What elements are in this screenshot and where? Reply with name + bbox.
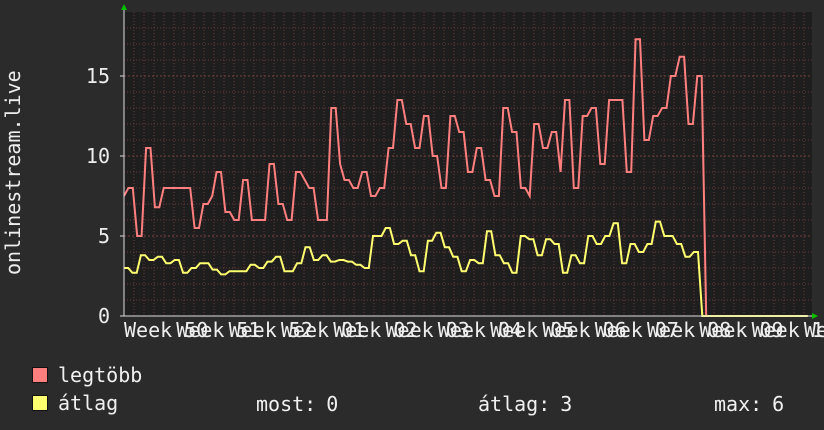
x-tick-label: Week 02: [333, 318, 417, 342]
x-tick-label: Week 50: [124, 318, 208, 342]
x-tick-label: Week 04: [438, 318, 522, 342]
x-tick-label: Week 01: [281, 318, 365, 342]
legend-label-avg: átlag: [58, 391, 119, 415]
legend-item-avg: átlag: [32, 391, 119, 415]
stat-now-label: most:: [256, 392, 317, 416]
series-line-avg: [124, 220, 808, 317]
y-tick-label: 10: [86, 144, 110, 168]
y-tick-label: 5: [98, 224, 110, 248]
legend-swatch-max: [32, 367, 48, 383]
stat-avg: átlag: 3: [478, 392, 573, 416]
stat-max-label: max:: [714, 392, 763, 416]
stat-avg-label: átlag:: [478, 392, 551, 416]
x-tick-label: Week 10: [752, 318, 824, 342]
x-tick-label: Week 06: [542, 318, 626, 342]
y-tick-label: 15: [86, 64, 110, 88]
stat-now: most: 0: [256, 392, 339, 416]
stat-now-value: 0: [326, 392, 339, 416]
y-tick-label: 0: [98, 304, 110, 328]
legend-swatch-avg: [32, 395, 48, 411]
axes: [121, 4, 818, 319]
y-axis-ticks: 0 5 10 15: [86, 64, 124, 328]
x-axis-arrow-icon: [812, 313, 818, 319]
x-tick-label: Week 05: [490, 318, 574, 342]
stat-max: max: 6: [714, 392, 785, 416]
y-axis-arrow-icon: [121, 4, 127, 10]
x-tick-label: Week 08: [647, 318, 731, 342]
x-tick-label: Week 07: [595, 318, 679, 342]
x-tick-label: Week 52: [229, 318, 313, 342]
y-axis-title: onlinestream.live: [1, 70, 25, 275]
legend-label-max: legtöbb: [58, 363, 143, 387]
x-tick-label: Week 11: [804, 318, 824, 342]
legend-item-max: legtöbb: [32, 363, 143, 387]
x-tick-label: Week 09: [699, 318, 783, 342]
series-line-max: [123, 38, 808, 317]
stat-max-value: 6: [772, 392, 785, 416]
x-tick-label: Week 03: [386, 318, 470, 342]
series-lines: [123, 38, 808, 317]
stat-avg-value: 3: [560, 392, 573, 416]
x-tick-label: Week 51: [176, 318, 260, 342]
